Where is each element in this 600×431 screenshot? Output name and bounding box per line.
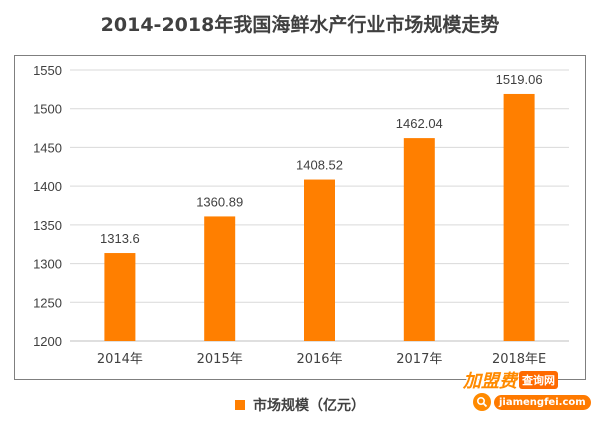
y-tick-label: 1300	[33, 257, 62, 272]
bar	[304, 179, 335, 341]
y-tick-label: 1250	[33, 295, 62, 310]
bar	[204, 216, 236, 341]
y-tick-label: 1350	[33, 218, 62, 233]
legend-swatch	[235, 400, 245, 410]
bar	[403, 138, 435, 341]
data-label: 1313.6	[100, 231, 140, 246]
x-tick-label: 2018年E	[492, 352, 546, 367]
watermark-brand: 加盟费	[463, 371, 517, 392]
x-tick-label: 2014年	[97, 352, 143, 367]
bar	[503, 93, 535, 342]
data-label: 1360.89	[196, 194, 243, 209]
bar	[104, 253, 136, 341]
y-tick-label: 1500	[33, 102, 62, 117]
data-label: 1519.06	[496, 72, 543, 87]
x-tick-label: 2015年	[197, 352, 243, 367]
legend: 市场规模（亿元）	[0, 395, 600, 415]
y-tick-label: 1200	[33, 334, 62, 349]
data-label: 1408.52	[296, 158, 343, 173]
watermark-url: jiamengfei.com	[494, 394, 591, 410]
legend-label: 市场规模（亿元）	[253, 398, 365, 414]
x-tick-label: 2017年	[396, 352, 442, 367]
y-tick-label: 1400	[33, 179, 62, 194]
magnifier-icon	[473, 393, 491, 411]
watermark-logo: 加盟费 查询网 jiamengfei.com	[463, 369, 591, 415]
watermark-badge: 查询网	[519, 371, 558, 389]
chart-frame	[14, 55, 586, 380]
y-tick-label: 1450	[33, 140, 62, 155]
data-label: 1462.04	[396, 116, 443, 131]
chart-title: 2014-2018年我国海鲜水产行业市场规模走势	[100, 14, 500, 36]
x-tick-label: 2016年	[296, 352, 342, 367]
y-tick-label: 1550	[33, 63, 62, 78]
